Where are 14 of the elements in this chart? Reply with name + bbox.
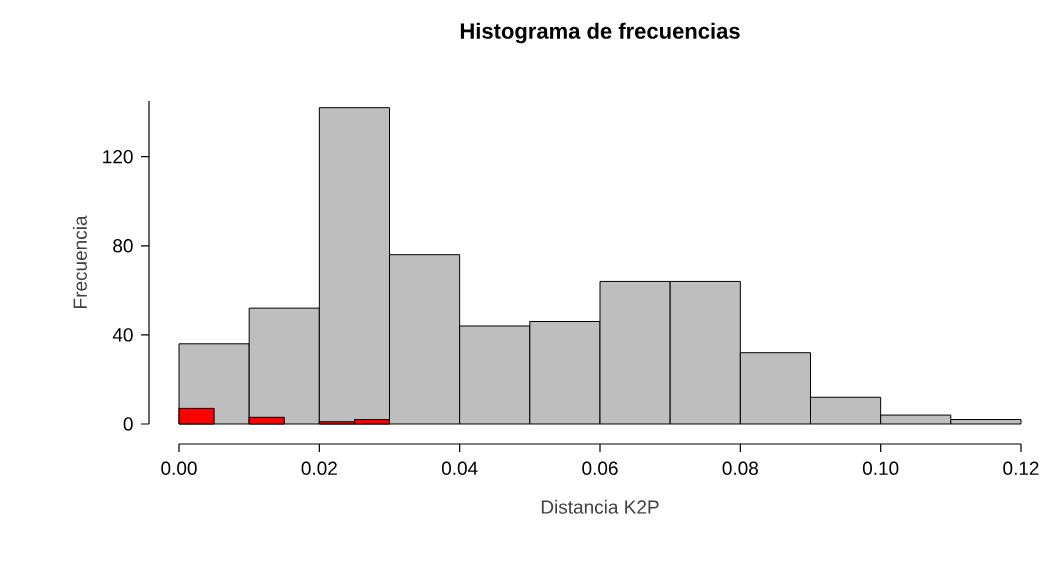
x-tick-label: 0.02: [301, 461, 337, 475]
x-tick-label: 0.10: [862, 461, 899, 475]
x-tick-label: 0.08: [722, 461, 758, 475]
y-axis-title: Frecuencia: [72, 215, 87, 308]
y-tick-label: 40: [112, 328, 133, 342]
x-axis-title: Distancia K2P: [541, 499, 659, 514]
x-tick-label: 0.12: [1003, 461, 1039, 475]
y-tick-label: 0: [123, 417, 133, 431]
x-tick-label: 0.00: [161, 461, 197, 475]
x-tick-label: 0.06: [582, 461, 618, 475]
chart-title: Histograma de frecuencias: [460, 22, 740, 44]
y-tick-label: 80: [113, 239, 133, 253]
y-tick-label: 120: [103, 149, 133, 164]
x-tick-label: 0.04: [441, 461, 478, 475]
